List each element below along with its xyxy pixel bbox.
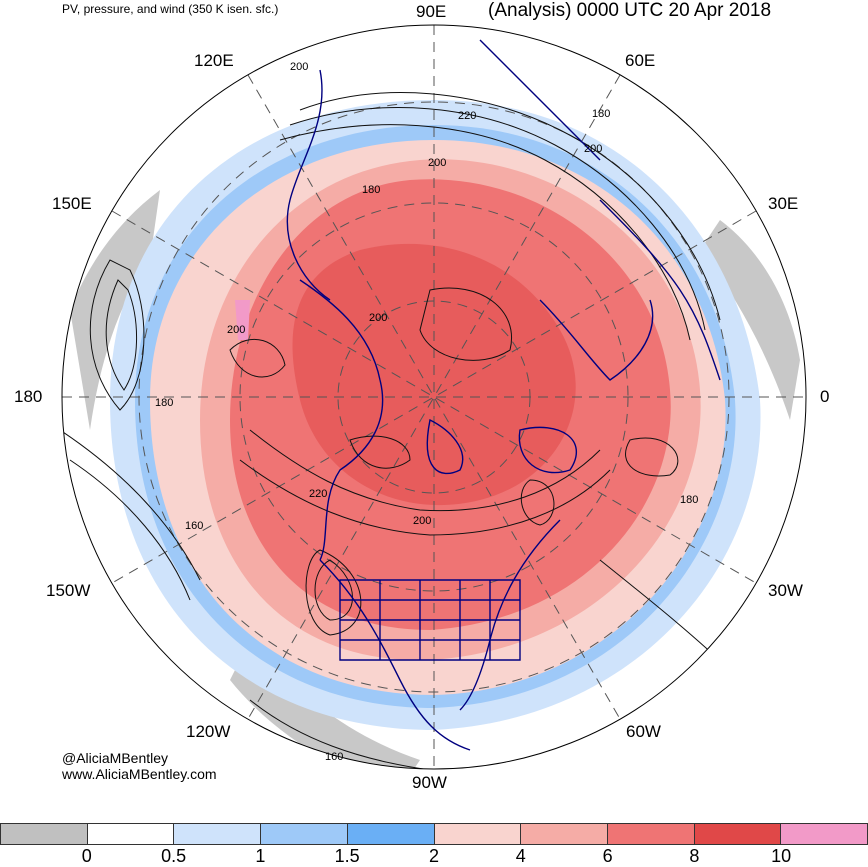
colorbar-tick-label: 6 [602,846,613,866]
analysis-time: (Analysis) 0000 UTC 20 Apr 2018 [488,0,772,21]
colorbar-swatch [0,823,88,845]
contour-label: 160 [185,520,203,532]
lon-label-90w: 90W [412,773,447,792]
credit-handle: @AliciaMBentley [62,750,169,766]
colorbar-tick-label: 0 [81,846,92,866]
contour-label: 180 [155,397,173,409]
pv-low-region [700,220,800,420]
colorbar-swatch [521,823,608,845]
contour-label: 180 [680,494,698,506]
map-title: PV, pressure, and wind (350 K isen. sfc.… [62,2,279,16]
lon-label-120e: 120E [194,51,234,70]
contour-label: 200 [369,312,387,324]
globe-outline [61,24,807,770]
contour-label: 180 [362,184,380,196]
colorbar-tick-label: 8 [689,846,700,866]
credit-website: www.AliciaMBentley.com [62,766,217,782]
colorbar-swatch [434,823,522,845]
contour-label: 180 [592,108,610,120]
colorbar-tick-label: 0.5 [161,846,187,866]
lon-label-150e: 150E [52,194,92,213]
colorbar-swatch [347,823,435,845]
lon-label-60w: 60W [626,722,661,741]
pressure-contours [62,92,741,769]
contour-label: 220 [458,110,476,122]
colorbar-tick-label: 1 [255,846,266,866]
lon-label-60e: 60E [625,51,656,70]
lon-label-150w: 150W [46,581,91,600]
pv-low-region [70,190,160,430]
coastlines [286,39,721,751]
graticule [62,25,806,769]
pv-band-10 [235,300,250,340]
contour-label: 160 [325,751,343,763]
colorbar-tick-label: 1.5 [334,846,360,866]
colorbar-swatch [607,823,695,845]
lon-label-30w: 30W [768,581,803,600]
contour-label-group: 200 220 180 200 200 180 200 200 180 220 … [155,61,698,763]
lon-label-90e: 90E [416,2,447,21]
colorbar-tick-label: 10 [771,846,792,866]
contour-label: 200 [584,143,602,155]
colorbar-tick-label: 2 [428,846,440,866]
colorbar-tick-label: 4 [515,846,526,866]
colorbar [0,823,868,845]
lon-label-0: 0 [820,387,830,406]
contour-label: 220 [309,488,327,500]
contour-label: 200 [413,515,431,527]
colorbar-swatch [694,823,782,845]
polar-map: 200 220 180 200 200 180 200 200 180 220 … [61,24,807,770]
contour-label: 200 [290,61,308,73]
colorbar-swatch [174,823,262,845]
colorbar-swatch [781,823,868,845]
lon-label-120w: 120W [186,722,231,741]
lon-label-180: 180 [14,387,43,406]
contour-label: 200 [227,324,245,336]
colorbar-swatch [261,823,348,845]
colorbar-swatch [87,823,175,845]
lon-label-30e: 30E [768,194,799,213]
map-fill [62,25,806,769]
contour-label: 200 [428,157,446,169]
